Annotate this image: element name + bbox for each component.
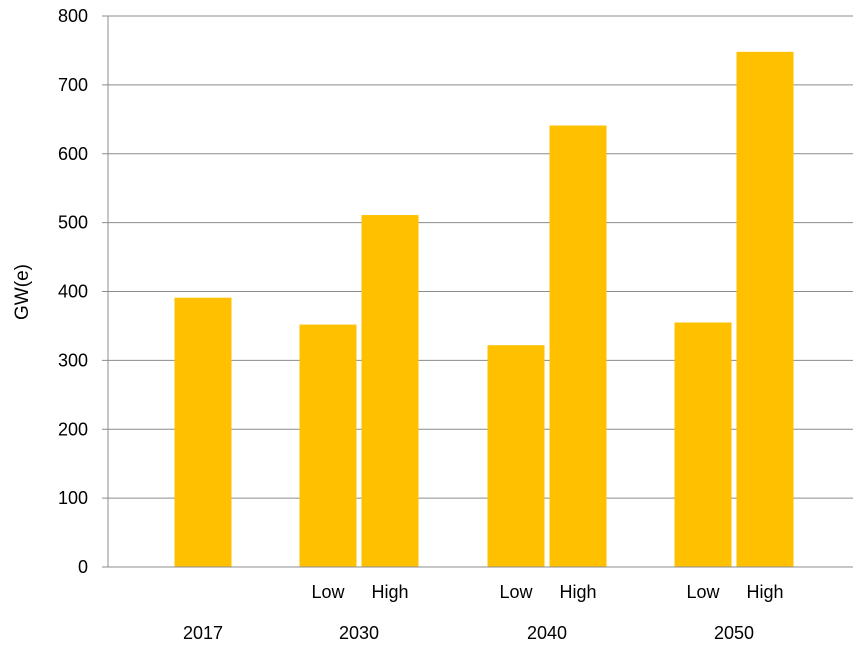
year-label: 2030 <box>339 623 379 643</box>
year-label: 2017 <box>183 623 223 643</box>
axes <box>102 15 853 568</box>
y-tick-label: 600 <box>58 144 88 164</box>
y-tick-labels: 0 100 200 300 400 500 600 700 800 <box>58 6 88 577</box>
y-axis-title: GW(e) <box>12 264 33 320</box>
scenario-label: Low <box>686 582 720 602</box>
scenario-label: High <box>746 582 783 602</box>
bar-2050-low <box>674 322 732 567</box>
bar-2030-low <box>299 324 357 567</box>
bar-2030-high <box>361 215 419 567</box>
y-tick-label: 200 <box>58 419 88 439</box>
scenario-label: Low <box>499 582 533 602</box>
bars <box>174 51 794 567</box>
gridlines <box>108 15 853 499</box>
scenario-label: High <box>559 582 596 602</box>
scenario-label: Low <box>311 582 345 602</box>
y-tick-label: 400 <box>58 282 88 302</box>
y-tick-label: 100 <box>58 488 88 508</box>
year-label: 2040 <box>527 623 567 643</box>
y-tick-label: 800 <box>58 6 88 26</box>
bar-2017 <box>174 297 232 567</box>
y-tick-label: 500 <box>58 213 88 233</box>
y-tick-label: 300 <box>58 350 88 370</box>
x-labels: Low High Low High Low High 2017 2030 2040 2050 <box>183 582 784 643</box>
y-tick-label: 700 <box>58 75 88 95</box>
bar-2040-low <box>487 345 545 567</box>
bar-2040-high <box>549 125 607 567</box>
scenario-label: High <box>371 582 408 602</box>
year-label: 2050 <box>714 623 754 643</box>
bar-2050-high <box>736 51 794 567</box>
y-tick-label: 0 <box>78 557 88 577</box>
